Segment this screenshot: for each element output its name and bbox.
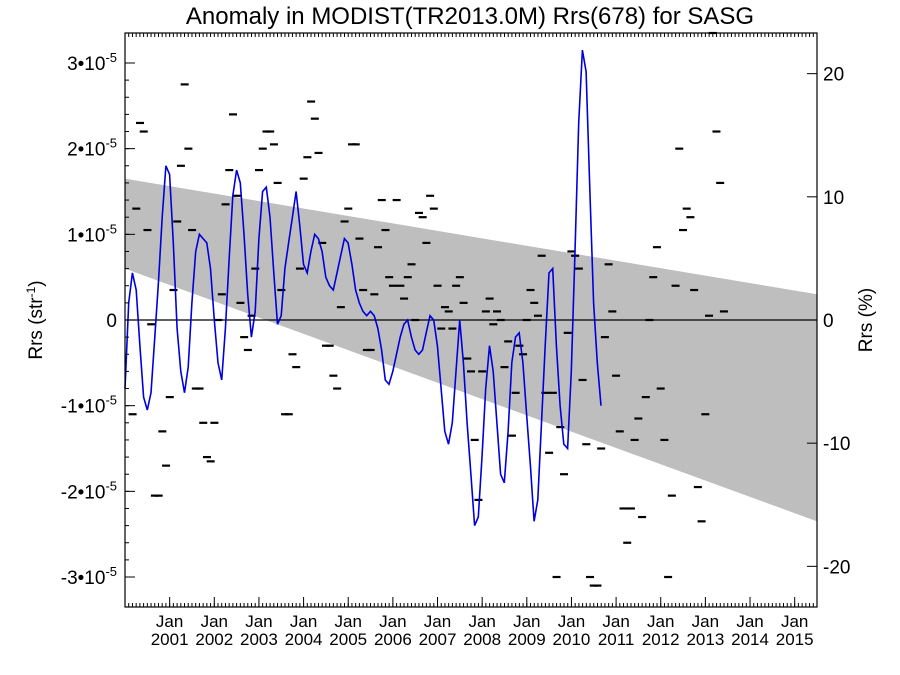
y-tick-label: -3•10-5 [61, 564, 117, 589]
x-tick-month: Jan [781, 612, 808, 631]
x-tick-month: Jan [602, 612, 629, 631]
y2-tick-label: 10 [823, 188, 844, 209]
y-tick-exponent: -5 [105, 221, 117, 236]
x-tick-year: 2004 [285, 630, 323, 649]
x-tick-year: 2012 [642, 630, 680, 649]
x-tick-year: 2001 [151, 630, 189, 649]
x-tick-month: Jan [558, 612, 585, 631]
y-tick-exponent: -5 [105, 564, 117, 579]
x-tick-month: Jan [290, 612, 317, 631]
x-tick-year: 2010 [553, 630, 591, 649]
y-axis-label: Rrs (str-1) [24, 280, 47, 359]
x-tick-year: 2015 [776, 630, 814, 649]
x-tick-month: Jan [424, 612, 451, 631]
y-tick-exponent: -5 [105, 50, 117, 65]
y2-tick-label: -20 [823, 557, 850, 578]
x-tick-year: 2003 [240, 630, 278, 649]
x-tick-month: Jan [201, 612, 228, 631]
right-axis-ticks: -20 -10 0 10 20 [807, 65, 850, 578]
y-tick-label: 0 [106, 311, 117, 332]
x-tick-month: Jan [156, 612, 183, 631]
x-tick-month: Jan [647, 612, 674, 631]
y-tick-label: 3•10-5 [67, 50, 117, 75]
monthly-points [128, 31, 728, 587]
y2-tick-label: -10 [823, 434, 850, 455]
left-axis-ticks: -3•10-5 -2•10-5 -1•10-5 0 1•10-5 2•10-5 3•10-5 [61, 50, 135, 589]
x-axis-ticks: Jan2001Jan2002Jan2003Jan2004Jan2005Jan20… [151, 597, 814, 649]
chart-title: Anomaly in MODIST(TR2013.0M) Rrs(678) fo… [186, 3, 754, 30]
trend-band [125, 178, 817, 522]
y-tick-label: -1•10-5 [61, 393, 117, 418]
y-tick-label: -2•10-5 [61, 478, 117, 503]
y-axis-label-exponent: -1 [24, 286, 38, 297]
x-tick-month: Jan [692, 612, 719, 631]
y-axis-label-main: Rrs (str [26, 297, 47, 360]
x-tick-month: Jan [468, 612, 495, 631]
y-axis-label-close: ) [26, 280, 47, 286]
x-tick-year: 2006 [374, 630, 412, 649]
x-tick-year: 2014 [731, 630, 769, 649]
y-tick-label: 2•10-5 [67, 136, 117, 161]
x-tick-year: 2005 [329, 630, 367, 649]
y-tick-exponent: -5 [105, 136, 117, 151]
y-tick-exponent: -5 [105, 478, 117, 493]
x-tick-month: Jan [513, 612, 540, 631]
x-tick-year: 2007 [419, 630, 457, 649]
smoothed-anomaly-line [124, 49, 602, 526]
y2-axis-label: Rrs (%) [856, 288, 877, 352]
trend-band-area [125, 178, 817, 522]
x-tick-year: 2013 [686, 630, 724, 649]
x-tick-month: Jan [736, 612, 763, 631]
x-tick-month: Jan [335, 612, 362, 631]
x-tick-year: 2008 [463, 630, 501, 649]
y-tick-label: 1•10-5 [67, 221, 117, 246]
y2-tick-label: 20 [823, 65, 844, 86]
x-tick-year: 2011 [598, 630, 635, 649]
x-tick-month: Jan [379, 612, 406, 631]
y2-tick-label: 0 [823, 311, 834, 332]
x-tick-month: Jan [245, 612, 272, 631]
y-tick-exponent: -5 [105, 393, 117, 408]
x-tick-year: 2002 [195, 630, 233, 649]
minor-ticks [124, 33, 818, 607]
x-tick-year: 2009 [508, 630, 546, 649]
